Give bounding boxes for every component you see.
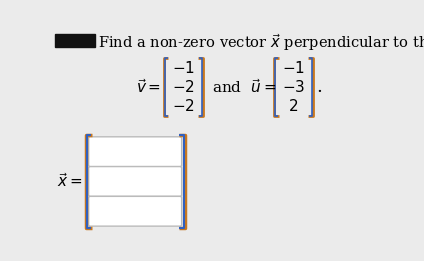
Text: $\vec{x}=$: $\vec{x}=$ (57, 173, 82, 191)
Text: $-3$: $-3$ (282, 79, 305, 95)
FancyBboxPatch shape (89, 167, 181, 196)
Text: $-2$: $-2$ (172, 79, 195, 95)
Text: Find a non-zero vector $\vec{x}$ perpendicular to the vectors: Find a non-zero vector $\vec{x}$ perpend… (98, 32, 424, 52)
Text: $2$: $2$ (288, 98, 298, 114)
Text: $-2$: $-2$ (172, 98, 195, 114)
FancyBboxPatch shape (55, 34, 95, 48)
Text: $-1$: $-1$ (282, 60, 305, 76)
Text: $\vec{v}=$: $\vec{v}=$ (137, 78, 162, 96)
FancyBboxPatch shape (89, 137, 181, 167)
Text: and  $\vec{u}=$: and $\vec{u}=$ (212, 78, 276, 96)
Text: $-1$: $-1$ (172, 60, 195, 76)
FancyBboxPatch shape (89, 196, 181, 226)
Text: .: . (316, 78, 322, 96)
